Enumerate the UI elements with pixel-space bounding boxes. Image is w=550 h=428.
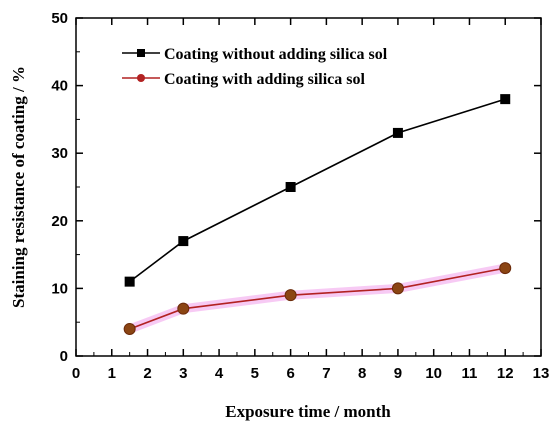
x-tick-label: 4 (215, 365, 224, 382)
x-tick-label: 13 (533, 365, 550, 382)
data-point-square (285, 182, 296, 192)
legend-marker-square (137, 49, 145, 57)
x-tick-label: 8 (358, 365, 366, 382)
x-tick-label: 10 (425, 365, 442, 382)
y-axis-title: Staining resistance of coating / % (9, 66, 28, 308)
data-point-circle (123, 322, 136, 335)
x-tick-label: 12 (497, 365, 514, 382)
highlight-band-layer (125, 263, 510, 334)
x-tick-label: 9 (394, 365, 402, 382)
data-point-square (392, 127, 403, 138)
x-tick-label: 7 (322, 365, 330, 382)
y-tick-label: 30 (51, 145, 68, 162)
x-tick-label: 11 (462, 365, 478, 382)
series-layer (123, 94, 512, 335)
legend-label: Coating without adding silica sol (164, 46, 388, 63)
data-point-circle (391, 282, 404, 295)
data-point-square (178, 236, 189, 247)
y-tick-label: 10 (51, 280, 68, 297)
y-tick-label: 0 (60, 348, 68, 365)
legend-marker-circle (137, 74, 145, 82)
y-tick-label: 40 (51, 78, 68, 95)
x-tick-label: 5 (251, 365, 259, 382)
x-axis-title: Exposure time / month (225, 402, 391, 421)
series-highlight-band (125, 263, 510, 334)
plot-frame (75, 17, 542, 357)
y-tick-label: 50 (51, 10, 68, 27)
data-point-square (124, 276, 135, 287)
y-tick-label: 20 (51, 213, 68, 230)
legend: Coating without adding silica sol Coating… (122, 46, 388, 88)
x-tick-label: 6 (286, 365, 294, 382)
data-point-circle (177, 302, 190, 315)
x-tick-label: 1 (108, 365, 116, 382)
x-tick-label: 0 (72, 365, 80, 382)
data-point-circle (499, 262, 512, 275)
data-point-circle (284, 289, 297, 302)
x-tick-label: 3 (179, 365, 187, 382)
data-point-square (500, 94, 511, 105)
x-tick-label: 2 (143, 365, 151, 382)
legend-label: Coating with adding silica sol (164, 71, 365, 88)
series-line (129, 98, 506, 283)
